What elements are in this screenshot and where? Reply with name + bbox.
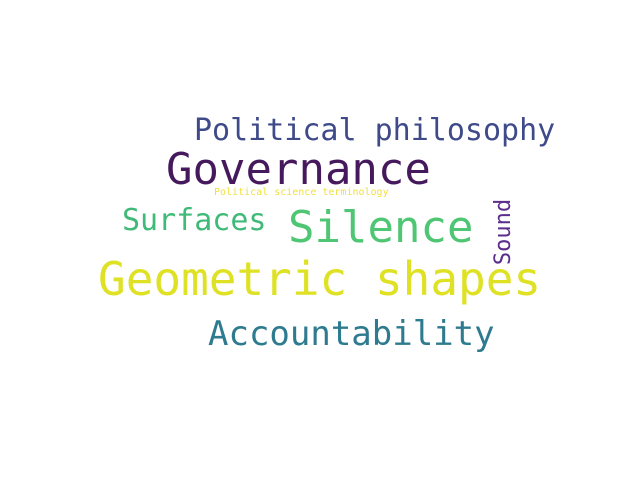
word-geometric-shapes: Geometric shapes xyxy=(98,252,542,306)
word-surfaces: Surfaces xyxy=(122,203,267,238)
word-political-philosophy: Political philosophy xyxy=(194,113,556,148)
word-silence: Silence xyxy=(288,202,474,253)
word-governance: Governance xyxy=(166,144,431,195)
word-accountability: Accountability xyxy=(208,314,495,354)
word-political-science-terminology: Political science terminology xyxy=(214,187,389,198)
